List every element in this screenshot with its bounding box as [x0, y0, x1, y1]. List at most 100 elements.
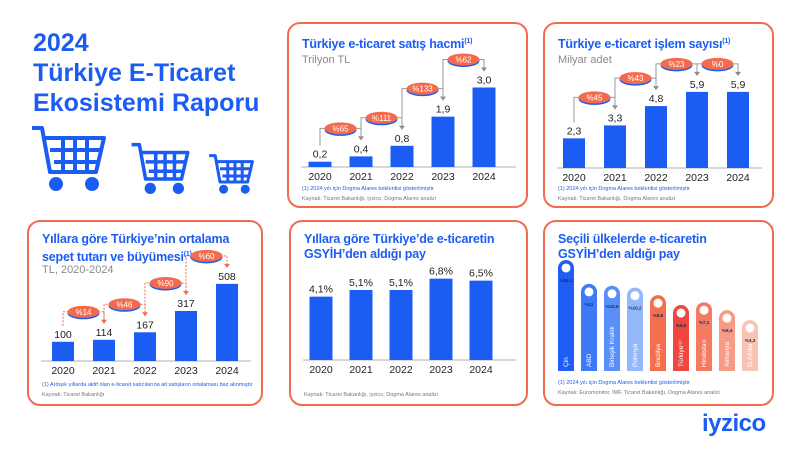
bar: [175, 310, 197, 361]
value-label: 5,9: [731, 79, 746, 91]
value-label: 5,1%: [349, 277, 373, 289]
card-transaction-count: Türkiye e-ticaret işlem sayısı(1) Milyar…: [543, 22, 774, 208]
growth-pill: [67, 305, 100, 318]
cart-icon-medium: [131, 142, 190, 195]
bar: [134, 332, 156, 361]
growth-label: %0: [712, 60, 724, 69]
growth-label: %43: [627, 74, 644, 83]
bar-chart: 2,3 2020 3,3 2021 4,8 2022 5,9 2023 5,9 2024 %45 %4…: [557, 57, 762, 184]
value-label: 0,4: [354, 143, 369, 155]
card-gdp-share-turkey: Yıllara göre Türkiye’de e-ticaretin GSYİ…: [289, 220, 528, 406]
bar: [429, 278, 453, 360]
x-tick-label: 2021: [603, 172, 627, 184]
growth-label: %133: [412, 85, 433, 94]
value-label: %3,3: [745, 338, 756, 343]
value-label: 4,8: [649, 93, 664, 105]
growth-label: %90: [157, 279, 174, 288]
bar: [93, 339, 115, 361]
chart-unit: TL, 2020-2024: [42, 264, 114, 276]
pill-bar-chart: %16,1 Çin %11 ABD %10,6 Birleşik Krallık %10,2…: [558, 259, 758, 371]
bar-chart: 0,2 2020 0,4 2021 0,8 2022 1,9 2023 3,0 2024 %65 %1…: [301, 53, 516, 183]
card-sales-volume: Türkiye e-ticaret satış hacmi(1) Trilyon…: [287, 22, 528, 208]
bar: [472, 87, 496, 167]
x-tick-label: 2024: [472, 171, 496, 183]
chart-title: Yıllara göre Türkiye’nin ortalama sepet …: [42, 232, 230, 265]
growth-label: %14: [75, 308, 92, 317]
x-tick-label: 2020: [51, 365, 75, 377]
footnote: (1) 2024 yılı için Dogma Alares beklenti…: [558, 380, 690, 386]
country-label: Birleşik Krallık: [609, 325, 616, 367]
pill-hole: [653, 298, 663, 308]
chart-title: Seçili ülkelerde e-ticaretin GSYİH’den a…: [558, 232, 707, 261]
pill-bar: [673, 305, 689, 371]
footnote: (1) 2024 yılı için Dogma Alares beklenti…: [558, 186, 690, 192]
x-tick-label: 2020: [308, 171, 332, 183]
title-line-3: Ekosistemi Raporu: [33, 89, 260, 117]
chart-title: Türkiye e-ticaret işlem sayısı(1): [558, 37, 731, 52]
pill-bar: [558, 259, 574, 371]
pill-hole: [584, 287, 594, 297]
pill-hole: [722, 313, 732, 323]
growth-label: %111: [372, 114, 392, 123]
growth-pill: [447, 53, 480, 66]
bar: [469, 280, 493, 360]
pill-bar: [696, 302, 712, 371]
chart-unit: Trilyon TL: [302, 54, 351, 66]
title-year: 2024: [33, 29, 89, 57]
value-label: 1,9: [436, 104, 451, 116]
x-tick-label: 2021: [349, 171, 373, 183]
country-label: G.Afrika: [747, 343, 754, 367]
bar: [309, 296, 333, 360]
pill-hole: [630, 291, 640, 301]
x-tick-label: 2020: [562, 172, 586, 184]
country-label: Hindistan: [701, 340, 708, 367]
x-tick-label: 2022: [133, 365, 157, 377]
x-tick-label: 2021: [349, 364, 373, 376]
x-tick-label: 2023: [429, 364, 453, 376]
bar-chart: 4,1% 2020 5,1% 2021 5,1% 2022 6,8% 2023 6,5% 2024: [303, 266, 516, 376]
chart-title: Türkiye e-ticaret satış hacmi(1): [302, 37, 473, 52]
value-label: %7,1: [699, 320, 710, 325]
bar: [686, 91, 708, 168]
bar: [349, 156, 373, 167]
pill-bar: [627, 287, 643, 371]
pill-hole: [745, 323, 755, 333]
bar: [431, 116, 455, 167]
arrow-down-icon: [481, 67, 487, 72]
growth-label: %46: [116, 300, 133, 309]
growth-pill: [108, 298, 141, 311]
pill-bar: [604, 285, 620, 371]
value-label: 100: [54, 329, 72, 341]
bar: [349, 289, 373, 360]
x-tick-label: 2022: [644, 172, 668, 184]
pill-bar: [581, 283, 597, 371]
growth-pill: [190, 249, 223, 262]
source: Kaynak: Ticaret Bakanlığı: [42, 392, 105, 398]
value-label: 3,0: [477, 75, 492, 87]
growth-pill: [660, 57, 693, 70]
card-basket-size: Yıllara göre Türkiye’nin ortalama sepet …: [27, 220, 263, 406]
growth-label: %60: [198, 252, 215, 261]
growth-pill: [149, 276, 182, 289]
growth-pill: [578, 91, 611, 104]
value-label: %5,4: [722, 328, 733, 333]
x-tick-label: 2024: [215, 365, 239, 377]
country-label: Türkiye⁽¹⁾: [677, 340, 685, 367]
growth-pill: [406, 82, 439, 95]
x-tick-label: 2024: [726, 172, 750, 184]
value-label: %10,2: [628, 306, 641, 311]
cart-icon-small: [209, 154, 254, 194]
country-label: Almanya: [724, 341, 731, 367]
shopping-carts-illustration: [32, 126, 254, 195]
bar: [216, 283, 238, 361]
value-label: %16,1: [559, 278, 572, 283]
country-label: Çin: [563, 357, 570, 367]
pill-hole: [561, 263, 571, 273]
growth-pill: [324, 122, 357, 135]
growth-label: %62: [455, 56, 472, 65]
footnote: (1) Ardışık yıllarda aktif olan e-ticare…: [42, 382, 253, 388]
arrow-down-icon: [224, 263, 230, 268]
growth-label: %45: [586, 93, 603, 102]
source: Kaynak: Ticaret Bakanlığı, iyzico, Dogma…: [302, 196, 436, 202]
pill-hole: [699, 305, 709, 315]
